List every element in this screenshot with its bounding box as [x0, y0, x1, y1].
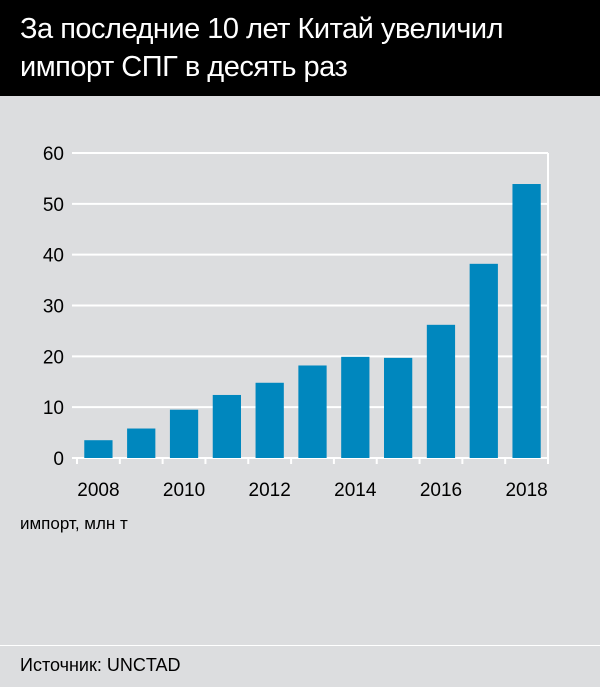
bar-2015 [384, 357, 413, 458]
x-tick-label: 2014 [334, 480, 377, 501]
x-tick-label: 2016 [420, 480, 462, 501]
chart-title: За последние 10 лет Китай увеличил импор… [20, 13, 504, 83]
x-tick-label: 2012 [249, 480, 291, 501]
y-tick-label: 30 [43, 297, 64, 318]
bar-2010 [169, 409, 199, 458]
bar-2013 [298, 365, 327, 458]
y-tick-label: 60 [43, 144, 64, 165]
bar-2012 [255, 382, 284, 458]
header: За последние 10 лет Китай увеличил импор… [0, 0, 600, 96]
y-axis-label: импорт, млн т [20, 514, 128, 533]
bar-2016 [426, 324, 456, 458]
bar-2017 [469, 263, 498, 458]
y-tick-label: 40 [43, 246, 64, 267]
y-tick-label: 50 [43, 195, 64, 216]
y-tick-label: 20 [43, 347, 64, 368]
bar-2009 [127, 428, 156, 458]
y-tick-label: 0 [53, 449, 64, 470]
bar-2011 [212, 394, 241, 458]
x-tick-label: 2008 [77, 480, 119, 501]
bar-2018 [512, 184, 541, 458]
bar-2008 [84, 440, 113, 458]
y-tick-label: 10 [43, 398, 64, 419]
x-tick-label: 2010 [163, 480, 205, 501]
x-tick-label: 2018 [505, 480, 547, 501]
bar-2014 [341, 356, 370, 458]
divider [0, 645, 600, 646]
source-note: Источник: UNCTAD [20, 655, 181, 675]
